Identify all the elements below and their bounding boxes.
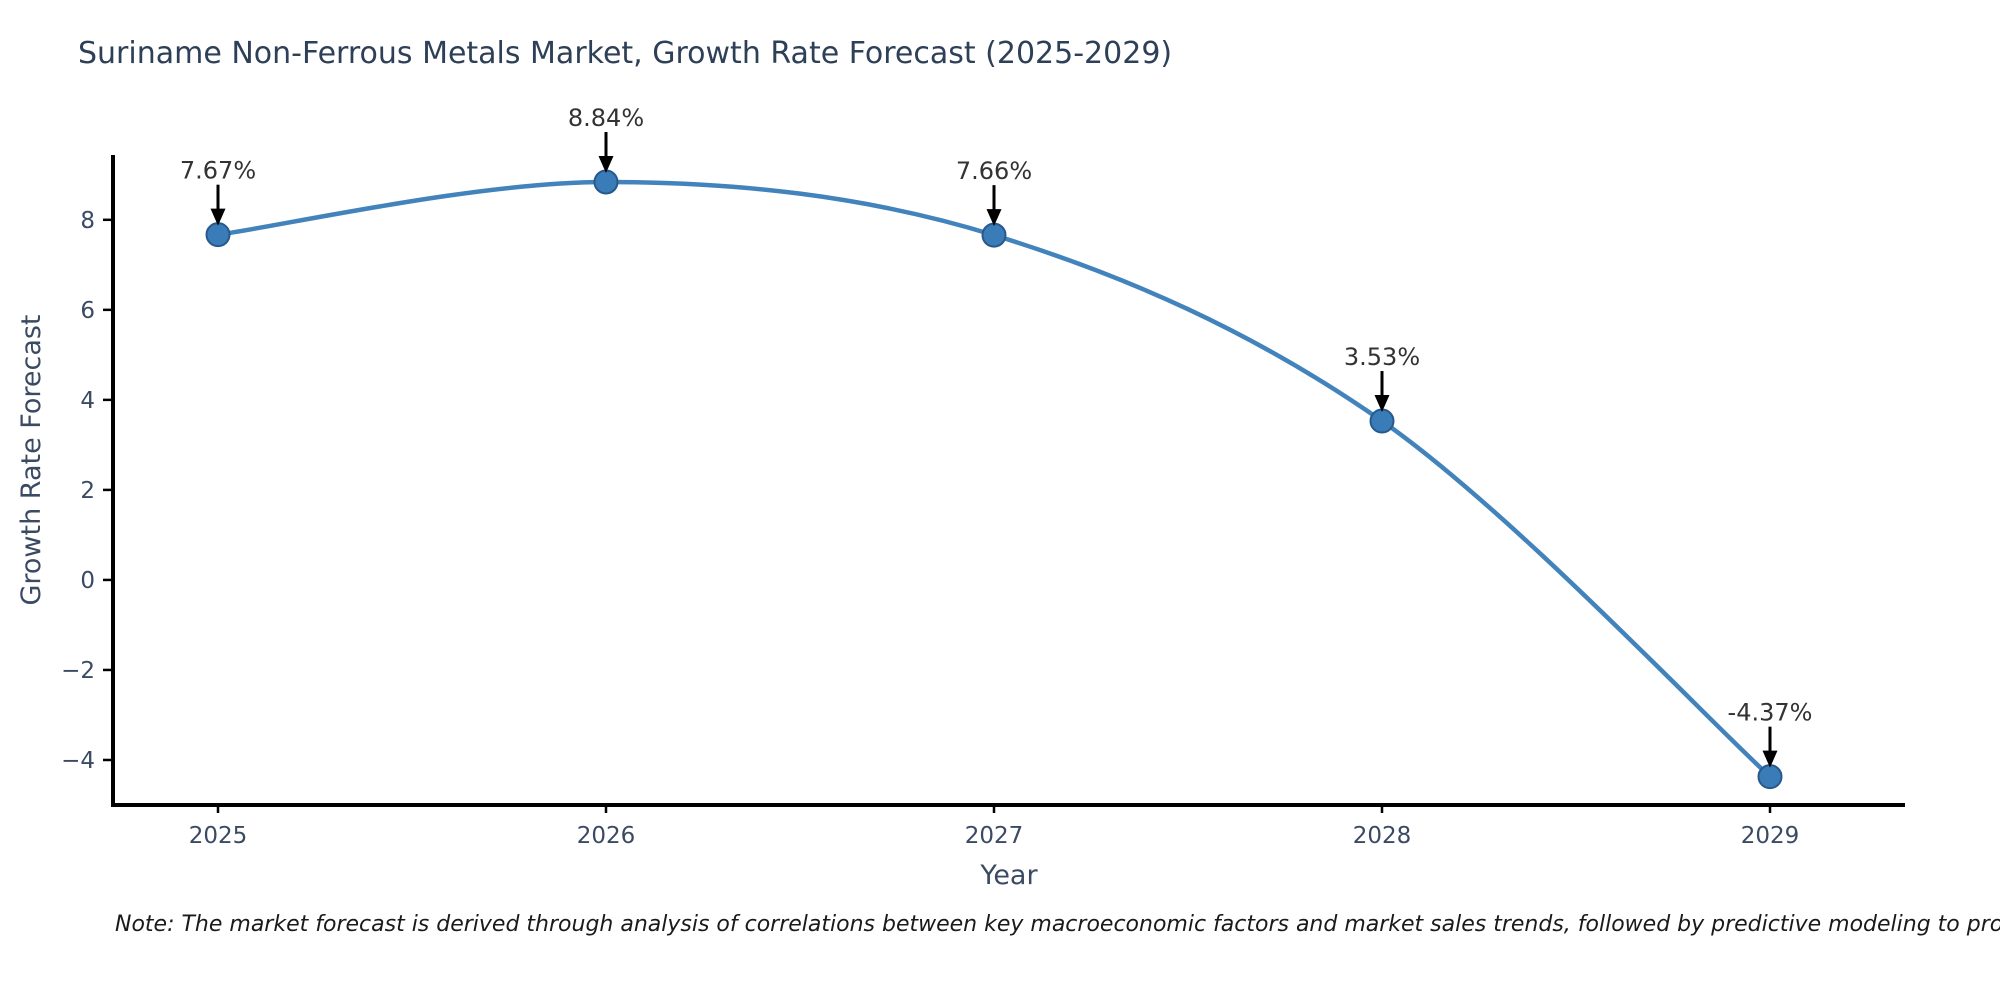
chart-title: Suriname Non-Ferrous Metals Market, Grow… [78, 36, 1173, 71]
x-tick-label: 2027 [965, 823, 1024, 849]
data-point-marker [593, 169, 619, 195]
x-axis-title: Year [980, 860, 1038, 891]
y-tick-label: 0 [80, 568, 95, 594]
annotation-arrow-head [1762, 750, 1778, 768]
data-point-marker [205, 222, 231, 248]
y-tick-label: 8 [80, 208, 95, 234]
y-tick-label: 4 [80, 388, 95, 414]
data-point-marker [981, 222, 1007, 248]
x-tick-label: 2026 [577, 823, 636, 849]
y-tick-label: 2 [80, 478, 95, 504]
annotation-arrow-head [986, 209, 1002, 227]
data-point-marker [1757, 764, 1783, 790]
annotation-arrow-head [1374, 395, 1390, 413]
data-point-label: 3.53% [1344, 343, 1420, 371]
y-tick-label: −2 [61, 658, 95, 684]
y-axis-title: Growth Rate Forecast [16, 314, 47, 606]
x-tick-label: 2028 [1353, 823, 1412, 849]
footnote: Note: The market forecast is derived thr… [115, 912, 2000, 937]
y-tick-label: 6 [80, 298, 95, 324]
data-point-marker [1369, 408, 1395, 434]
data-point-label: 7.67% [180, 157, 256, 185]
x-tick-label: 2029 [1741, 823, 1800, 849]
forecast-line [215, 179, 1773, 779]
annotation-arrow-head [210, 208, 226, 226]
data-point-label: 8.84% [568, 104, 644, 132]
data-point-label: -4.37% [1728, 699, 1813, 727]
x-tick-label: 2025 [189, 823, 248, 849]
data-point-label: 7.66% [956, 157, 1032, 185]
annotation-arrow-head [598, 156, 614, 174]
y-tick-label: −4 [61, 748, 95, 774]
